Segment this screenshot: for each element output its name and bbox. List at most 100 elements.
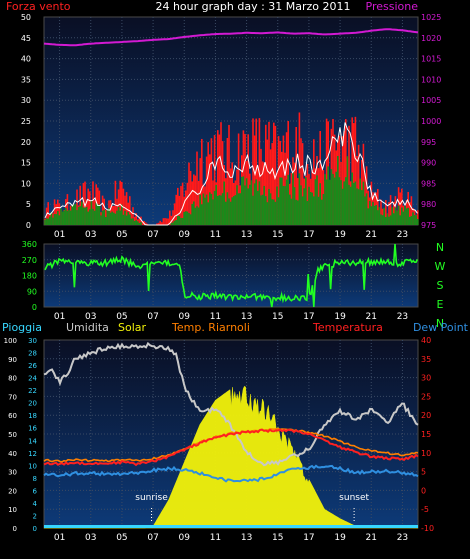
rain-bar	[44, 525, 418, 528]
humidity-y-tick-label: 100	[4, 337, 17, 345]
temperature-y-tick-label: 20	[421, 411, 431, 420]
wind-panel-x-tick-label: 05	[116, 230, 127, 240]
humidity-y-tick-label: 0	[13, 525, 17, 533]
rain-y-tick-label: 28	[28, 350, 37, 358]
pressure-y-tick-label: 1015	[421, 55, 441, 64]
temp-panel-x-tick-label: 05	[116, 533, 127, 543]
wind-y-tick-label: 15	[21, 159, 31, 168]
humidity-y-tick-label: 90	[8, 356, 17, 364]
temp-panel-x-tick-label: 17	[303, 533, 314, 543]
pressure-y-tick-label: 1010	[421, 75, 441, 84]
rain-y-tick-label: 22	[28, 387, 37, 395]
rain-y-tick-label: 24	[28, 375, 37, 383]
temperature-y-tick-label: 25	[421, 392, 431, 401]
legend-temp-riarnoli: Temp. Riarnoli	[171, 321, 250, 334]
wind-panel-x-tick-label: 17	[303, 230, 314, 240]
humidity-y-tick-label: 10	[8, 506, 17, 514]
wind-y-tick-label: 5	[26, 200, 31, 209]
temp-panel-x-tick-label: 21	[366, 533, 377, 543]
rain-y-tick-label: 14	[28, 437, 37, 445]
wind-panel-x-tick-label: 21	[366, 230, 377, 240]
direction-panel-x-tick-label: 13	[241, 312, 252, 322]
wind-axis-label: Forza vento	[6, 0, 71, 13]
chart-title: 24 hour graph day : 31 Marzo 2011	[155, 0, 350, 13]
temp-panel-x-tick-label: 11	[210, 533, 221, 543]
pressure-y-tick-label: 995	[421, 138, 436, 147]
temp-panel-x-tick-label: 23	[397, 533, 408, 543]
direction-panel-x-tick-label: 23	[397, 312, 408, 322]
direction-panel-x-tick-label: 21	[366, 312, 377, 322]
humidity-y-tick-label: 20	[8, 487, 17, 495]
pressure-y-tick-label: 975	[421, 221, 436, 230]
rain-y-tick-label: 8	[33, 475, 37, 483]
rain-y-tick-label: 4	[33, 500, 38, 508]
temperature-y-tick-label: 30	[421, 374, 431, 383]
direction-panel-x-tick-label: 17	[303, 312, 314, 322]
direction-letter: N	[436, 317, 444, 330]
wind-y-tick-label: 10	[21, 179, 31, 188]
rain-y-tick-label: 0	[33, 525, 37, 533]
rain-y-tick-label: 6	[33, 487, 38, 495]
direction-y-tick-label: 360	[22, 240, 37, 249]
direction-y-tick-label: 180	[22, 272, 37, 281]
temperature-y-tick-label: 40	[421, 336, 431, 345]
temp-panel-x-tick-label: 01	[54, 533, 65, 543]
wind-panel-x-tick-label: 09	[179, 230, 191, 240]
rain-y-tick-label: 10	[28, 462, 37, 470]
wind-y-tick-label: 0	[26, 221, 31, 230]
temperature-y-tick-label: 35	[421, 355, 431, 364]
wind-y-tick-label: 30	[21, 96, 31, 105]
legend-pioggia: Pioggia	[2, 321, 42, 334]
wind-y-tick-label: 45	[21, 34, 31, 43]
legend-solar: Solar	[118, 321, 147, 334]
pressure-y-tick-label: 980	[421, 200, 436, 209]
humidity-y-tick-label: 30	[8, 469, 17, 477]
rain-y-tick-label: 2	[33, 512, 37, 520]
direction-y-tick-label: 90	[27, 287, 37, 296]
wind-panel-x-tick-label: 19	[334, 230, 346, 240]
temp-panel-x-tick-label: 15	[272, 533, 283, 543]
temperature-y-tick-label: -10	[421, 524, 434, 533]
pressure-axis-label: Pressione	[366, 0, 419, 13]
wind-panel-x-tick-label: 07	[147, 230, 158, 240]
direction-y-tick-label: 0	[32, 303, 37, 312]
wind-y-tick-label: 20	[21, 138, 31, 147]
wind-panel-x-tick-label: 03	[85, 230, 96, 240]
direction-panel-x-tick-label: 05	[116, 312, 127, 322]
humidity-line	[43, 341, 419, 467]
wind-y-tick-label: 50	[21, 13, 31, 22]
wind-panel-x-tick-label: 01	[54, 230, 65, 240]
direction-y-tick-label: 270	[22, 256, 37, 265]
wind-pressure-panel: 01 03 05 07 09 11 13 15 17 19 21 230510152025303540…	[21, 13, 442, 240]
direction-letter: N	[436, 241, 444, 254]
wind-y-tick-label: 35	[21, 75, 31, 84]
gust-line	[44, 122, 418, 226]
wind-panel-x-tick-label: 13	[241, 230, 252, 240]
wind-panel-x-tick-label: 11	[210, 230, 221, 240]
direction-letter: E	[437, 298, 444, 311]
temperature-y-tick-label: 10	[421, 449, 431, 458]
legend-temperatura: Temperatura	[312, 321, 383, 334]
rain-y-tick-label: 16	[28, 425, 37, 433]
temp-riarnoli-line	[43, 427, 419, 463]
legend-dew-point: Dew Point	[413, 321, 469, 334]
wind-panel-x-tick-label: 15	[272, 230, 283, 240]
sunset-label: sunset	[339, 493, 369, 503]
rain-y-tick-label: 30	[28, 337, 37, 345]
temperature-humidity-solar-panel: 01 03 05 07 09 11 13 15 17 19 21 230102030405060708…	[4, 336, 434, 543]
humidity-y-tick-label: 70	[8, 393, 17, 401]
direction-panel-x-tick-label: 15	[272, 312, 283, 322]
direction-panel-x-tick-label: 07	[147, 312, 158, 322]
sunrise-label: sunrise	[135, 493, 168, 503]
humidity-y-tick-label: 60	[8, 412, 17, 420]
temp-panel-x-tick-label: 03	[85, 533, 96, 543]
rain-y-tick-label: 20	[28, 400, 37, 408]
temperature-y-tick-label: 0	[421, 486, 426, 495]
pressure-line	[43, 28, 419, 47]
direction-letter: S	[437, 279, 444, 292]
rain-y-tick-label: 26	[28, 362, 37, 370]
pressure-y-tick-label: 1000	[421, 117, 441, 126]
